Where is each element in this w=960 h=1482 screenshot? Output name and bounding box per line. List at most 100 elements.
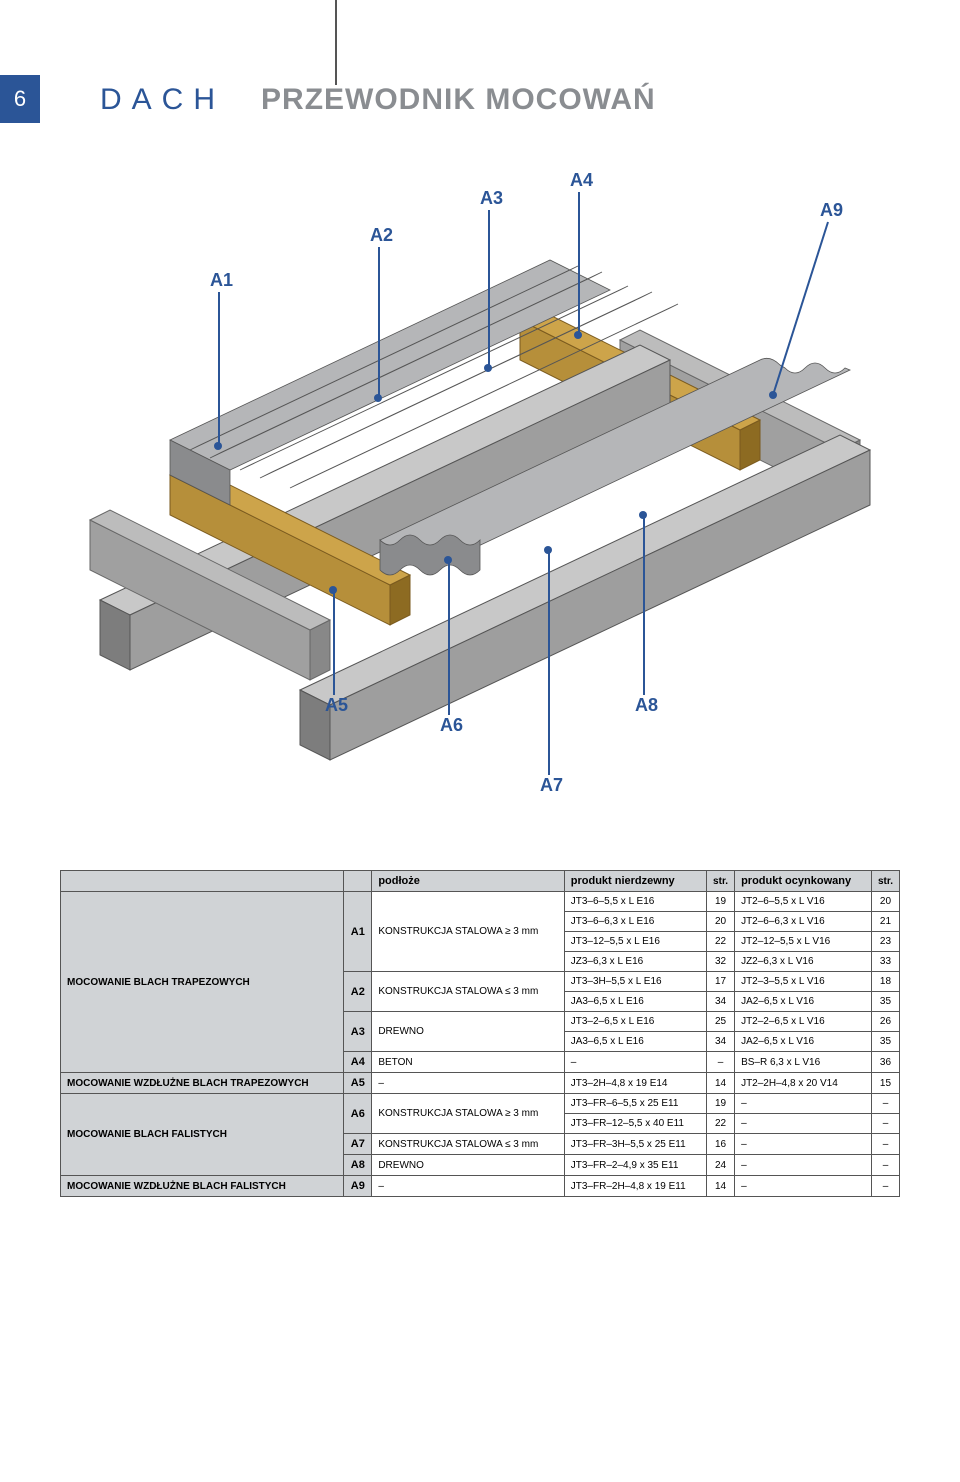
top-divider-rule — [335, 0, 337, 85]
code-cell: A6 — [344, 1094, 372, 1134]
product-zn-cell: JT2–6–5,5 x L V16 — [735, 892, 872, 912]
category-cell: MOCOWANIE BLACH TRAPEZOWYCH — [61, 892, 344, 1073]
product-ss-cell: JT3–FR–12–5,5 x 40 E11 — [564, 1114, 706, 1134]
th-product-zn: produkt ocynkowany — [735, 871, 872, 892]
fastener-table-element: podłoże produkt nierdzewny str. produkt … — [60, 870, 900, 1197]
product-zn-cell: JA2–6,5 x L V16 — [735, 992, 872, 1012]
page-ss-cell: 14 — [707, 1073, 735, 1094]
page-zn-cell: 23 — [871, 932, 899, 952]
callout-label-a1: A1 — [210, 270, 233, 291]
callout-label-a4: A4 — [570, 170, 593, 191]
page-ss-cell: 16 — [707, 1134, 735, 1155]
callout-dot-a5 — [329, 586, 337, 594]
page-zn-cell: – — [871, 1176, 899, 1197]
callout-label-a3: A3 — [480, 188, 503, 209]
page-ss-cell: 19 — [707, 1094, 735, 1114]
substrate-cell: DREWNO — [372, 1155, 564, 1176]
product-ss-cell: JA3–6,5 x L E16 — [564, 1032, 706, 1052]
page-zn-cell: 33 — [871, 952, 899, 972]
page-zn-cell: 21 — [871, 912, 899, 932]
substrate-cell: KONSTRUKCJA STALOWA ≤ 3 mm — [372, 1134, 564, 1155]
page-zn-cell: – — [871, 1114, 899, 1134]
callout-dot-a8 — [639, 511, 647, 519]
callout-dot-a6 — [444, 556, 452, 564]
code-cell: A3 — [344, 1012, 372, 1052]
th-product-ss: produkt nierdzewny — [564, 871, 706, 892]
table-body: MOCOWANIE BLACH TRAPEZOWYCHA1 KONSTRUKCJA… — [61, 892, 900, 1197]
page-ss-cell: 22 — [707, 1114, 735, 1134]
product-zn-cell: JT2–2H–4,8 x 20 V14 — [735, 1073, 872, 1094]
page-zn-cell: 35 — [871, 1032, 899, 1052]
substrate-cell: KONSTRUKCJA STALOWA ≥ 3 mm — [372, 1094, 564, 1134]
product-zn-cell: JA2–6,5 x L V16 — [735, 1032, 872, 1052]
product-zn-cell: – — [735, 1094, 872, 1114]
product-zn-cell: JT2–12–5,5 x L V16 — [735, 932, 872, 952]
page-zn-cell: 26 — [871, 1012, 899, 1032]
th-blank — [61, 871, 344, 892]
callout-line-a7 — [548, 550, 550, 775]
product-zn-cell: JT2–3–5,5 x L V16 — [735, 972, 872, 992]
th-blank2 — [344, 871, 372, 892]
product-zn-cell: JZ2–6,3 x L V16 — [735, 952, 872, 972]
category-cell: MOCOWANIE WZDŁUŻNE BLACH TRAPEZOWYCH — [61, 1073, 344, 1094]
page-ss-cell: 20 — [707, 912, 735, 932]
callout-label-a5: A5 — [325, 695, 348, 716]
page-ss-cell: 24 — [707, 1155, 735, 1176]
code-cell: A1 — [344, 892, 372, 972]
code-cell: A2 — [344, 972, 372, 1012]
callout-label-a2: A2 — [370, 225, 393, 246]
page-zn-cell: – — [871, 1094, 899, 1114]
callout-dot-a1 — [214, 442, 222, 450]
product-ss-cell: JT3–12–5,5 x L E16 — [564, 932, 706, 952]
page-zn-cell: – — [871, 1155, 899, 1176]
product-ss-cell: JT3–FR–3H–5,5 x 25 E11 — [564, 1134, 706, 1155]
table-row: MOCOWANIE WZDŁUŻNE BLACH TRAPEZOWYCHA5–J… — [61, 1073, 900, 1094]
callout-line-a8 — [643, 515, 645, 695]
page-header: DACH PRZEWODNIK MOCOWAŃ — [100, 83, 656, 117]
page-zn-cell: 20 — [871, 892, 899, 912]
page-ss-cell: 17 — [707, 972, 735, 992]
th-page-ss: str. — [707, 871, 735, 892]
product-ss-cell: JT3–6–5,5 x L E16 — [564, 892, 706, 912]
page-zn-cell: 35 — [871, 992, 899, 1012]
code-cell: A8 — [344, 1155, 372, 1176]
code-cell: A4 — [344, 1052, 372, 1073]
callout-line-a2 — [378, 247, 380, 398]
substrate-cell: BETON — [372, 1052, 564, 1073]
substrate-cell: – — [372, 1073, 564, 1094]
callout-dot-a7 — [544, 546, 552, 554]
callout-line-a4 — [578, 192, 580, 335]
product-zn-cell: – — [735, 1134, 872, 1155]
product-zn-cell: JT2–2–6,5 x L V16 — [735, 1012, 872, 1032]
product-ss-cell: JT3–2H–4,8 x 19 E14 — [564, 1073, 706, 1094]
callout-dot-a4 — [574, 331, 582, 339]
product-ss-cell: JT3–FR–2–4,9 x 35 E11 — [564, 1155, 706, 1176]
page-zn-cell: 15 — [871, 1073, 899, 1094]
substrate-cell: – — [372, 1176, 564, 1197]
product-ss-cell: JT3–FR–6–5,5 x 25 E11 — [564, 1094, 706, 1114]
callout-label-a6: A6 — [440, 715, 463, 736]
callout-label-a8: A8 — [635, 695, 658, 716]
substrate-cell: DREWNO — [372, 1012, 564, 1052]
page-zn-cell: – — [871, 1134, 899, 1155]
product-zn-cell: BS–R 6,3 x L V16 — [735, 1052, 872, 1073]
fastener-table: podłoże produkt nierdzewny str. produkt … — [60, 870, 900, 1197]
category-cell: MOCOWANIE BLACH FALISTYCH — [61, 1094, 344, 1176]
page-ss-cell: 34 — [707, 1032, 735, 1052]
product-ss-cell: JZ3–6,3 x L E16 — [564, 952, 706, 972]
callout-line-a6 — [448, 560, 450, 715]
page-ss-cell: 14 — [707, 1176, 735, 1197]
th-substrate: podłoże — [372, 871, 564, 892]
callout-dot-a3 — [484, 364, 492, 372]
table-row: MOCOWANIE BLACH FALISTYCHA6KONSTRUKCJA S… — [61, 1094, 900, 1114]
callout-line-a3 — [488, 210, 490, 368]
table-row: MOCOWANIE BLACH TRAPEZOWYCHA1KONSTRUKCJA… — [61, 892, 900, 912]
page-zn-cell: 36 — [871, 1052, 899, 1073]
callout-dot-a2 — [374, 394, 382, 402]
page-number-badge: 6 — [0, 75, 40, 123]
product-zn-cell: – — [735, 1155, 872, 1176]
product-zn-cell: JT2–6–6,3 x L V16 — [735, 912, 872, 932]
callout-label-a9: A9 — [820, 200, 843, 221]
callout-line-a5 — [333, 590, 335, 695]
callout-dot-a9 — [769, 391, 777, 399]
